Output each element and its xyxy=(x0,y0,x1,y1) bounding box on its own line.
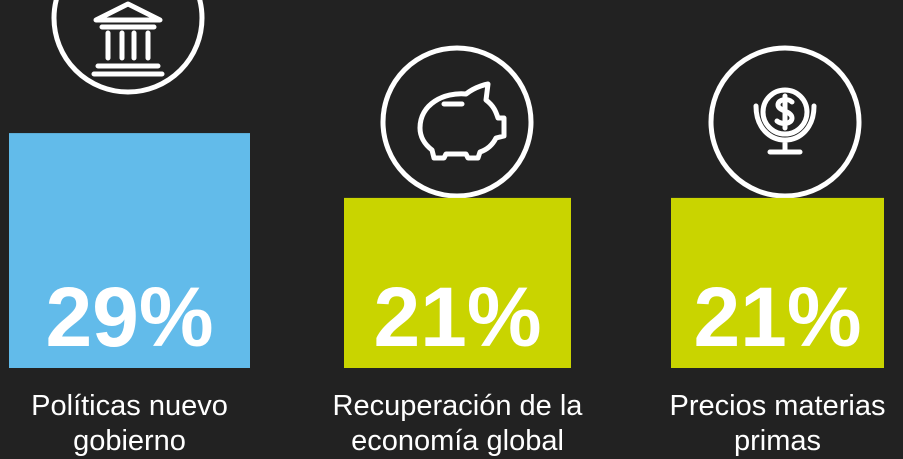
icon-bank xyxy=(54,0,202,92)
icon-globe xyxy=(711,48,859,196)
icon-piggy xyxy=(383,48,531,196)
value-label: 29% xyxy=(45,270,213,364)
category-label: Precios materias primas xyxy=(628,389,903,459)
category-label: Recuperación de la economía global xyxy=(308,389,608,459)
value-label: 21% xyxy=(373,270,541,364)
value-label: 21% xyxy=(693,270,861,364)
category-label: Políticas nuevo gobierno xyxy=(0,389,280,459)
